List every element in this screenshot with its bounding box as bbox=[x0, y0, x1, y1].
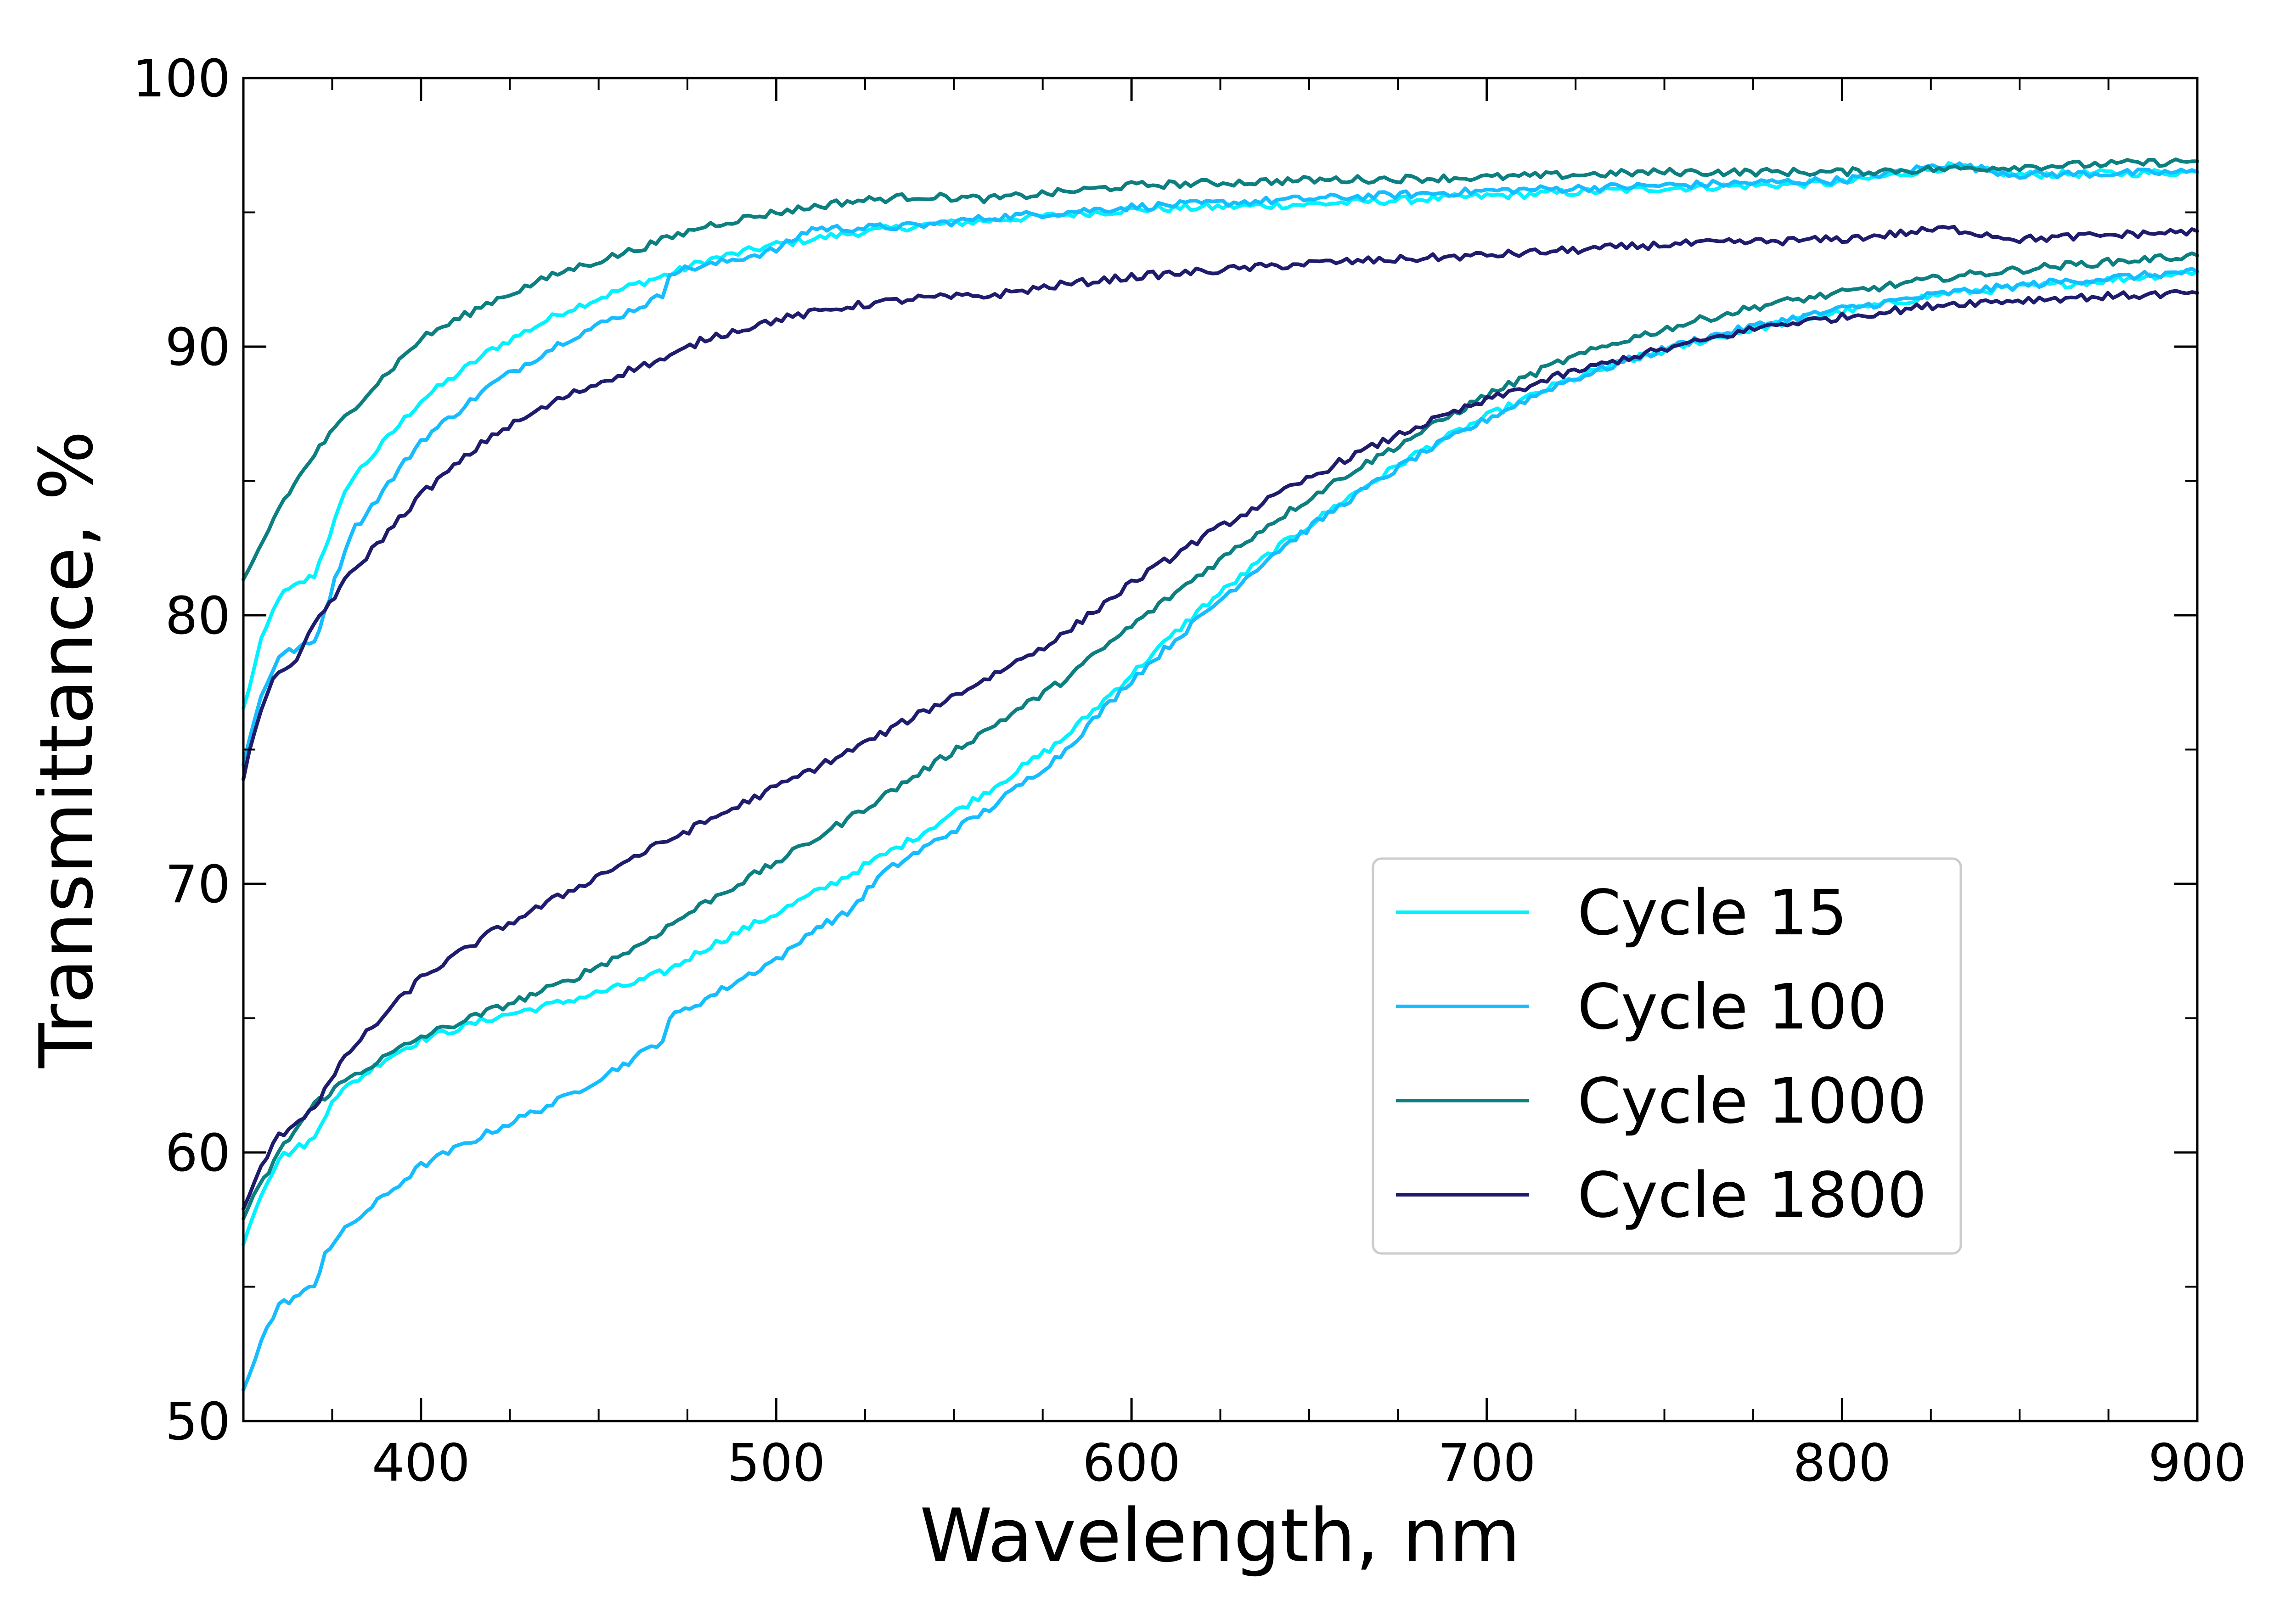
x-tick-label: 400 bbox=[372, 1433, 470, 1493]
ticks-layer: 400 500 600 700 800 900 50 60 70 80 90 100 bbox=[132, 49, 2246, 1493]
y-tick-label: 60 bbox=[165, 1124, 231, 1183]
legend: Cycle 15 Cycle 100 Cycle 1000 Cycle 1800 bbox=[1372, 857, 1962, 1255]
legend-label-cycle-1800: Cycle 1800 bbox=[1577, 1159, 1927, 1232]
legend-frame bbox=[1372, 857, 1962, 1255]
legend-label-cycle-1000: Cycle 1000 bbox=[1577, 1065, 1927, 1138]
y-tick-label: 70 bbox=[165, 855, 231, 915]
series-line-cycle-1000-upper bbox=[242, 157, 2199, 581]
legend-label-cycle-15: Cycle 15 bbox=[1577, 877, 1847, 950]
series-line-cycle-1800-upper bbox=[242, 225, 2199, 781]
x-tick-label: 500 bbox=[727, 1433, 826, 1493]
series-layer bbox=[242, 157, 2199, 1392]
series-line-cycle-1000-lower bbox=[242, 251, 2199, 1221]
y-tick-label: 80 bbox=[165, 586, 231, 646]
x-tick-label: 700 bbox=[1438, 1433, 1536, 1493]
legend-entries: Cycle 15 Cycle 100 Cycle 1000 Cycle 1800 bbox=[1396, 877, 1927, 1232]
series-line-cycle-100-lower bbox=[242, 267, 2199, 1392]
x-tick-label: 600 bbox=[1082, 1433, 1181, 1493]
x-tick-label: 900 bbox=[2148, 1433, 2246, 1493]
y-tick-label: 100 bbox=[132, 49, 231, 109]
y-axis-title: Transmittance, % bbox=[23, 431, 109, 1068]
x-axis-title: Wavelength, nm bbox=[920, 1493, 1520, 1579]
y-tick-label: 90 bbox=[165, 318, 231, 377]
plot-frame bbox=[242, 77, 2199, 1422]
x-tick-label: 800 bbox=[1793, 1433, 1891, 1493]
legend-label-cycle-100: Cycle 100 bbox=[1577, 971, 1887, 1044]
series-line-cycle-15-upper bbox=[242, 161, 2199, 710]
series-line-cycle-1800-lower bbox=[242, 289, 2199, 1211]
y-tick-label: 50 bbox=[165, 1392, 231, 1452]
